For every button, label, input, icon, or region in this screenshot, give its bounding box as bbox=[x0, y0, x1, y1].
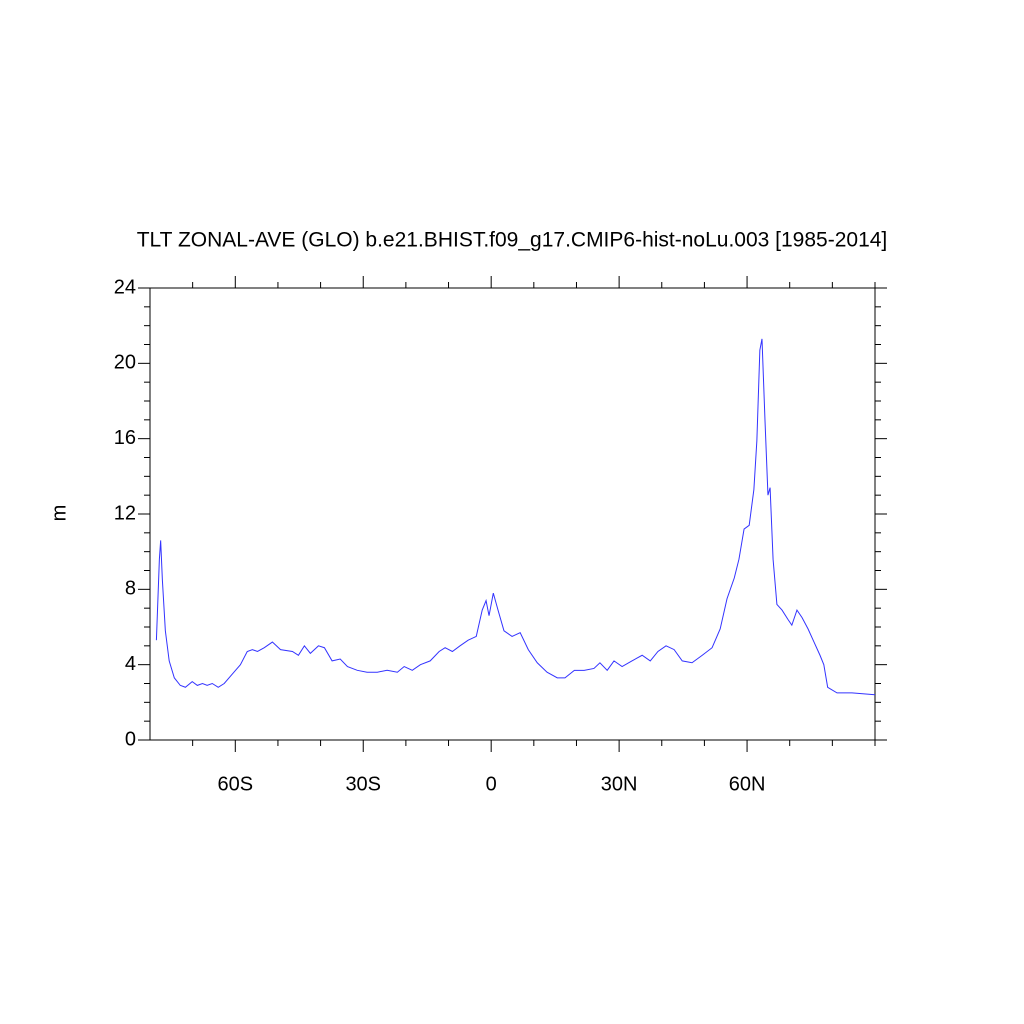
x-tick-label: 60S bbox=[217, 773, 253, 795]
x-tick-label: 30N bbox=[601, 773, 638, 795]
data-line bbox=[155, 338, 876, 696]
x-tick-label: 60N bbox=[729, 773, 766, 795]
y-tick-label: 16 bbox=[114, 427, 136, 449]
y-tick-label: 4 bbox=[125, 653, 136, 675]
y-tick-label: 20 bbox=[114, 352, 136, 374]
y-axis-label: m bbox=[48, 505, 70, 522]
y-tick-label: 0 bbox=[125, 728, 136, 750]
x-tick-label: 0 bbox=[486, 773, 497, 795]
chart-title: TLT ZONAL-AVE (GLO) b.e21.BHIST.f09_g17.… bbox=[137, 229, 888, 252]
x-tick-label: 30S bbox=[345, 773, 381, 795]
plot-frame bbox=[149, 287, 876, 741]
y-tick-label: 8 bbox=[125, 578, 136, 600]
y-tick-label: 24 bbox=[114, 276, 136, 298]
y-tick-label: 12 bbox=[114, 502, 136, 524]
